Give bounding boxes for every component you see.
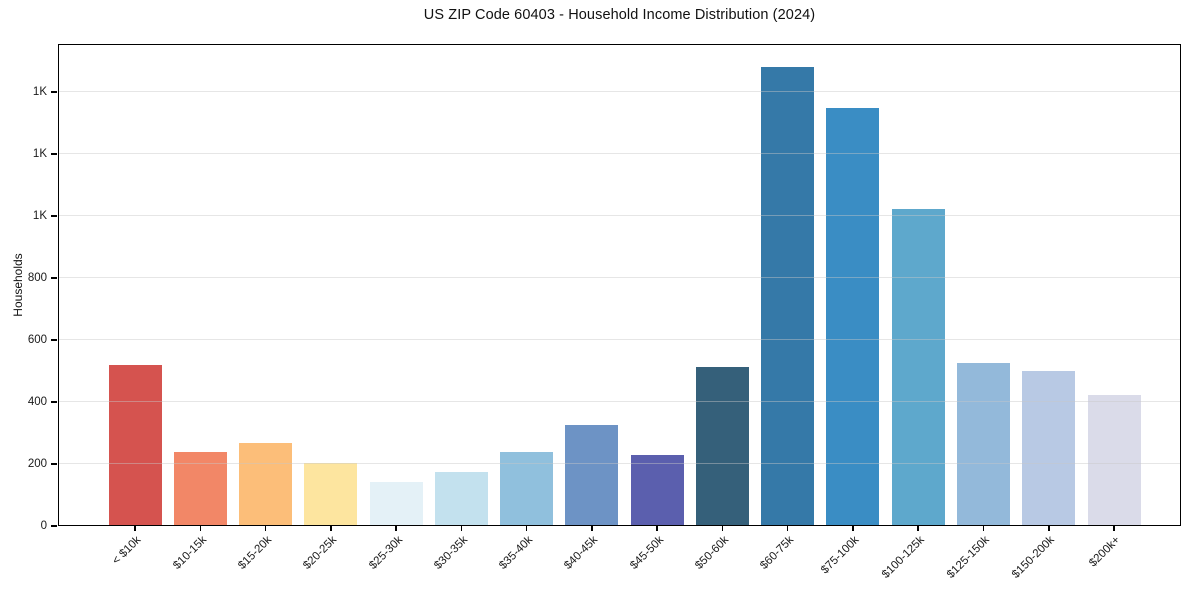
- y-tick-mark: [51, 277, 57, 279]
- bar-45-50k: [630, 454, 684, 526]
- bar-30-35k: [434, 471, 488, 526]
- y-tick-label: 1K: [32, 147, 47, 160]
- bar-10k: [108, 364, 162, 526]
- x-tick-mark: [199, 526, 202, 531]
- y-tick-label: 600: [27, 333, 47, 346]
- x-tick-label: $200k+: [1087, 534, 1123, 570]
- gridline: [58, 339, 1181, 341]
- x-tick-label: $15-20k: [236, 534, 275, 572]
- y-tick-mark: [51, 525, 57, 527]
- y-tick-mark: [51, 91, 57, 93]
- bar-50-60k: [695, 366, 749, 526]
- y-tick-label: 200: [27, 457, 47, 470]
- x-tick-mark: [330, 526, 332, 531]
- x-tick-mark: [395, 526, 397, 531]
- x-tick-mark: [134, 526, 136, 531]
- bar-60-75k: [761, 66, 815, 526]
- x-tick-label: $45-50k: [627, 534, 666, 572]
- x-tick-label: < $10k: [110, 534, 144, 568]
- y-tick-mark: [51, 463, 57, 465]
- gridline: [58, 153, 1181, 155]
- y-tick-label: 1K: [32, 85, 47, 98]
- gridline: [58, 277, 1181, 279]
- x-tick-label: $50-60k: [693, 534, 731, 572]
- bar-10-15k: [173, 451, 227, 526]
- bar-40-45k: [565, 425, 619, 526]
- x-tick-label: $25-30k: [366, 534, 405, 572]
- x-tick-mark: [656, 526, 658, 531]
- y-tick-label: 400: [27, 395, 47, 408]
- bar-125-150k: [957, 362, 1010, 526]
- gridline: [58, 215, 1181, 217]
- y-axis-label: Households: [11, 253, 25, 317]
- x-tick-mark: [852, 526, 854, 531]
- bar-150-200k: [1022, 370, 1076, 526]
- y-tick-mark: [51, 401, 57, 403]
- x-tick-label: $125-150k: [945, 534, 993, 581]
- x-tick-label: $10-15k: [170, 534, 209, 572]
- x-tick-mark: [917, 526, 919, 531]
- x-tick-mark: [982, 526, 985, 531]
- x-tick-mark: [721, 526, 724, 531]
- x-tick-label: $30-35k: [431, 534, 470, 572]
- x-tick-label: $100-125k: [879, 534, 927, 581]
- x-tick-mark: [525, 526, 528, 531]
- bar-75-100k: [826, 107, 880, 526]
- x-tick-mark: [264, 526, 267, 531]
- bar-20-25k: [304, 463, 358, 526]
- x-tick-mark: [1113, 526, 1115, 531]
- x-tick-label: $20-25k: [301, 534, 340, 572]
- gridline: [58, 401, 1181, 403]
- y-tick-label: 1K: [32, 209, 47, 222]
- y-tick-mark: [51, 153, 57, 155]
- plot-area: 0 200 400 600 800 1K 1K 1K < $10k $10-15k $15-20k $…: [28, 44, 1181, 581]
- y-tick-label: 0: [40, 520, 47, 532]
- x-tick-label: $60-75k: [758, 534, 797, 572]
- chart-title: US ZIP Code 60403 - Household Income Dis…: [423, 7, 816, 23]
- bar-15-20k: [239, 442, 293, 526]
- x-tick-label: $75-100k: [819, 534, 862, 577]
- y-tick-mark: [51, 215, 57, 217]
- bar-100-125k: [891, 209, 945, 526]
- bar-35-40k: [500, 451, 554, 526]
- gridline: [58, 91, 1181, 93]
- x-tick-mark: [460, 526, 463, 531]
- bar-25-30k: [369, 481, 423, 526]
- y-tick-label: 800: [27, 271, 47, 284]
- x-tick-mark: [591, 526, 593, 531]
- x-tick-mark: [786, 526, 789, 531]
- x-tick-mark: [1048, 526, 1050, 531]
- bar-200k: [1087, 394, 1141, 526]
- x-tick-label: $35-40k: [497, 534, 536, 572]
- x-tick-label: $150-200k: [1010, 534, 1058, 581]
- x-tick-label: $40-45k: [562, 534, 601, 572]
- y-tick-mark: [51, 339, 57, 341]
